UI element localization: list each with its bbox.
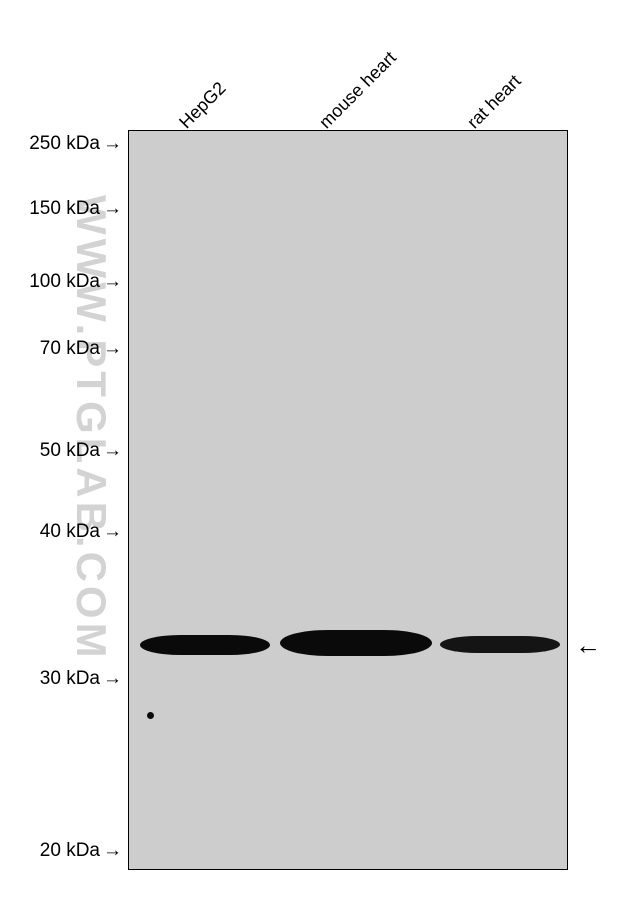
western-blot-figure: WWW.PTGLAB.COM HepG2 mouse heart rat hea…	[0, 0, 620, 903]
mw-label: 30 kDa	[0, 668, 100, 690]
mw-label: 70 kDa	[0, 338, 100, 360]
mw-label: 50 kDa	[0, 440, 100, 462]
band-pointer-arrow-icon: ←	[575, 630, 601, 661]
lane-label-2: mouse heart	[315, 47, 401, 133]
mw-arrow-icon: →	[103, 338, 122, 360]
mw-arrow-icon: →	[103, 521, 122, 543]
mw-label: 40 kDa	[0, 521, 100, 543]
lane-label-3: rat heart	[463, 71, 525, 133]
mw-label: 250 kDa	[0, 133, 100, 155]
mw-arrow-icon: →	[103, 668, 122, 690]
band-lane-1	[140, 635, 270, 655]
band-lane-2	[280, 630, 432, 656]
mw-arrow-icon: →	[103, 271, 122, 293]
mw-label: 20 kDa	[0, 840, 100, 862]
mw-arrow-icon: →	[103, 198, 122, 220]
mw-arrow-icon: →	[103, 133, 122, 155]
mw-label: 150 kDa	[0, 198, 100, 220]
mw-arrow-icon: →	[103, 440, 122, 462]
mw-label: 100 kDa	[0, 271, 100, 293]
lane-label-1: HepG2	[175, 78, 230, 133]
mw-arrow-icon: →	[103, 840, 122, 862]
artifact-spot	[147, 712, 154, 719]
watermark-text: WWW.PTGLAB.COM	[67, 195, 115, 662]
blot-membrane	[128, 130, 568, 870]
band-lane-3	[440, 636, 560, 653]
